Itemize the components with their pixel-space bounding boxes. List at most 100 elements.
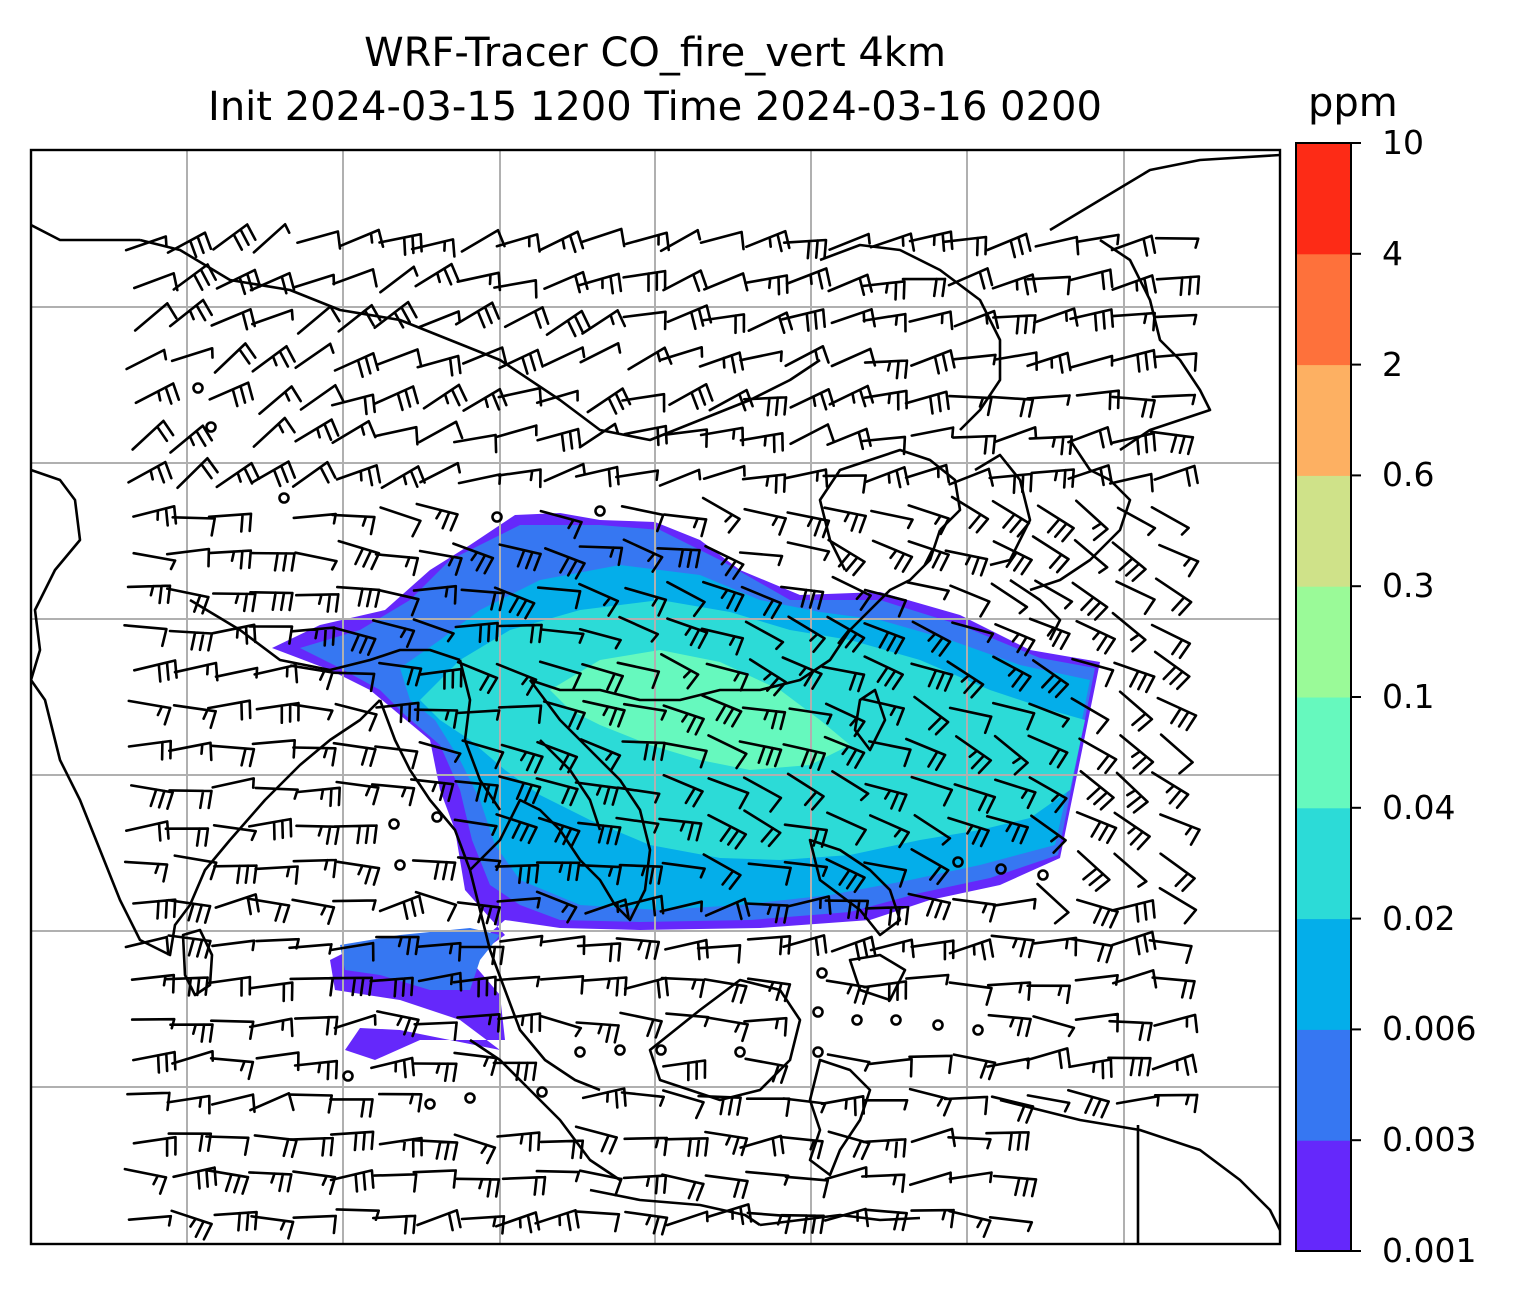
wind-barb-597 <box>329 1169 375 1193</box>
chart-title-line1: WRF-Tracer CO_fire_vert 4km <box>364 30 946 76</box>
wind-barb-160 <box>380 465 426 489</box>
wind-barb-72 <box>953 309 1000 330</box>
wind-barb-335 <box>251 739 296 759</box>
colorbar-swatch-4 <box>1296 697 1351 809</box>
colorbar-swatch-8 <box>1296 253 1351 366</box>
wind-barb-252 <box>1115 580 1156 616</box>
wind-barb-199 <box>1075 499 1109 542</box>
wind-barb-500 <box>905 973 950 986</box>
wind-barb-356 <box>1119 734 1155 775</box>
wind-barb-188 <box>620 505 665 533</box>
wind-barb-153 <box>1150 430 1195 456</box>
calm-wind-circle-20 <box>734 1046 746 1058</box>
wind-barb-468 <box>615 937 661 960</box>
wind-barb-135 <box>418 420 464 444</box>
wind-barb-306 <box>127 699 172 726</box>
wind-barb-228 <box>126 584 172 605</box>
wind-barb-183 <box>292 512 337 525</box>
colorbar-unit: ppm <box>1308 80 1398 126</box>
wind-barb-460 <box>288 943 333 955</box>
wind-barb-77 <box>1152 313 1198 326</box>
coast-indochina <box>469 679 652 922</box>
wind-barb-15 <box>745 229 791 253</box>
wind-barb-590 <box>947 1136 992 1150</box>
wind-barb-275 <box>994 623 1036 657</box>
colorbar-tick-label: 4 <box>1382 233 1403 273</box>
wind-barb-41 <box>744 274 789 296</box>
wind-barb-321 <box>741 706 787 731</box>
wind-barb-574 <box>289 1136 334 1157</box>
wind-barb-9 <box>495 233 541 253</box>
wind-barb-272 <box>863 622 906 655</box>
wind-barb-593 <box>172 1166 218 1190</box>
calm-wind-circle-14 <box>890 1014 902 1026</box>
wind-barb-285 <box>330 671 376 693</box>
wind-barb-100 <box>1026 351 1072 374</box>
wind-barb-326 <box>948 706 993 735</box>
wind-barb-142 <box>699 426 745 447</box>
wind-barb-545 <box>1068 1058 1113 1080</box>
wind-barb-309 <box>255 701 300 724</box>
wind-barb-161 <box>419 461 461 484</box>
wind-barb-152 <box>1111 431 1157 456</box>
wind-barb-295 <box>748 658 787 697</box>
wind-barb-613 <box>992 1174 1038 1198</box>
wind-barb-165 <box>574 465 620 488</box>
wind-barb-50 <box>1111 274 1157 297</box>
wind-barb-291 <box>581 663 624 693</box>
wind-barb-24 <box>1110 234 1157 257</box>
wind-barb-226 <box>1111 541 1147 582</box>
wind-barb-352 <box>955 735 993 775</box>
chart-title-line2: Init 2024-03-15 1200 Time 2024-03-16 020… <box>208 84 1102 130</box>
wind-barb-300 <box>946 660 985 699</box>
wind-barb-519 <box>619 1011 663 1039</box>
wind-barb-316 <box>542 700 586 730</box>
wind-barb-233 <box>336 585 381 608</box>
wind-barb-94 <box>784 345 830 368</box>
wind-barb-68 <box>781 308 826 332</box>
calm-wind-circle-2 <box>278 492 290 504</box>
wind-barb-443 <box>659 900 703 913</box>
colorbar-tick-label: 0.02 <box>1382 898 1456 938</box>
wind-barb-331 <box>1156 696 1198 732</box>
wind-barb-332 <box>127 739 172 761</box>
wind-barb-204 <box>207 549 253 570</box>
wind-barb-382 <box>1115 771 1149 814</box>
wind-barb-534 <box>413 1062 458 1083</box>
wind-barb-173 <box>904 463 951 484</box>
wind-barb-104 <box>134 382 181 405</box>
wind-barb-213 <box>578 545 624 567</box>
wind-barb-7 <box>410 238 456 258</box>
wind-barb-298 <box>863 655 904 691</box>
wind-barb-578 <box>453 1133 497 1165</box>
wind-barb-428 <box>1113 852 1148 888</box>
wind-barb-372 <box>707 777 750 810</box>
wind-barb-91 <box>660 346 704 361</box>
wind-barb-125 <box>1026 394 1071 406</box>
colorbar-tick-label: 0.003 <box>1382 1120 1477 1160</box>
wind-barb-1 <box>166 231 213 259</box>
wind-barb-586 <box>779 1135 824 1160</box>
border-central-asia <box>31 223 140 242</box>
wind-barb-516 <box>497 1012 542 1034</box>
wind-barb-424 <box>825 858 866 894</box>
calm-wind-circle-7 <box>394 859 406 871</box>
wind-barb-181 <box>171 516 216 537</box>
wind-barb-334 <box>210 744 256 768</box>
colorbar-swatch-6 <box>1296 475 1351 587</box>
wind-barb-338 <box>374 745 419 770</box>
wind-barb-399 <box>826 811 867 846</box>
colorbar-swatch-0 <box>1296 1140 1351 1252</box>
wind-barb-196 <box>950 495 990 534</box>
coast-korea <box>974 453 1032 567</box>
map-frame <box>29 148 1282 1246</box>
wind-barb-209 <box>418 549 463 576</box>
wind-barb-217 <box>738 551 784 567</box>
wind-barb-411 <box>254 865 299 885</box>
coast-india <box>31 468 381 957</box>
wind-barb-535 <box>453 1051 498 1076</box>
wind-barb-258 <box>290 626 336 647</box>
wind-barb-211 <box>498 543 542 572</box>
wind-barb-6 <box>378 232 423 256</box>
wind-barb-448 <box>864 905 910 926</box>
